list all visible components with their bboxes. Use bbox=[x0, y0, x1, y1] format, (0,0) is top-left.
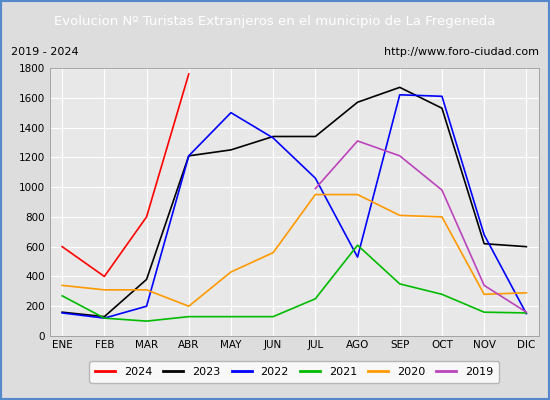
Legend: 2024, 2023, 2022, 2021, 2020, 2019: 2024, 2023, 2022, 2021, 2020, 2019 bbox=[89, 362, 499, 383]
Text: Evolucion Nº Turistas Extranjeros en el municipio de La Fregeneda: Evolucion Nº Turistas Extranjeros en el … bbox=[54, 14, 496, 28]
Text: 2019 - 2024: 2019 - 2024 bbox=[11, 47, 79, 57]
Text: http://www.foro-ciudad.com: http://www.foro-ciudad.com bbox=[384, 47, 539, 57]
